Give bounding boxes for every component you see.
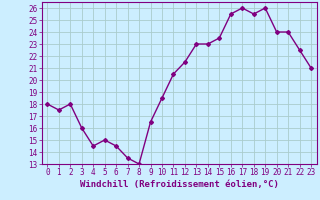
X-axis label: Windchill (Refroidissement éolien,°C): Windchill (Refroidissement éolien,°C) [80,180,279,189]
